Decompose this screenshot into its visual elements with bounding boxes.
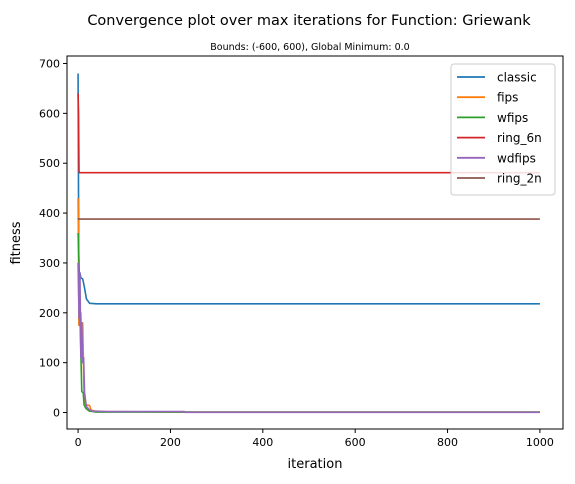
chart-title: Convergence plot over max iterations for…	[87, 13, 531, 29]
x-axis-ticks: 0 200 400 600 800 1000	[75, 429, 554, 449]
y-tick-label: 300	[39, 257, 60, 270]
legend-label-fips: fips	[497, 91, 518, 105]
y-axis-ticks: 0 100 200 300 400 500 600 700	[39, 57, 67, 420]
x-tick-label: 600	[345, 436, 366, 449]
y-axis-label: fitness	[9, 221, 24, 264]
x-tick-label: 400	[252, 436, 273, 449]
x-axis-label: iteration	[288, 457, 343, 472]
legend-label-ring_6n: ring_6n	[497, 131, 542, 145]
y-tick-label: 0	[53, 407, 60, 420]
y-tick-label: 500	[39, 157, 60, 170]
series-line-ring_6n	[77, 93, 540, 174]
y-tick-label: 700	[39, 57, 60, 70]
legend-label-wfips: wfips	[497, 111, 528, 125]
y-tick-label: 100	[39, 357, 60, 370]
legend-label-classic: classic	[497, 71, 537, 85]
y-tick-label: 600	[39, 107, 60, 120]
legend-label-wdfips: wdfips	[497, 151, 536, 165]
series-layer	[77, 73, 540, 414]
x-tick-label: 200	[160, 436, 181, 449]
x-tick-label: 0	[75, 436, 82, 449]
chart-subtitle: Bounds: (-600, 600), Global Minimum: 0.0	[210, 42, 409, 53]
series-line-ring_2n	[77, 217, 540, 220]
y-tick-label: 200	[39, 307, 60, 320]
x-tick-label: 1000	[526, 436, 554, 449]
plot-frame	[66, 55, 564, 430]
x-tick-label: 800	[437, 436, 458, 449]
y-tick-label: 400	[39, 207, 60, 220]
plot-area: 0 200 400 600 800 1000 0 100 200 300 400 500 600 700	[39, 55, 564, 449]
series-line-wdfips	[77, 262, 540, 414]
legend-label-ring_2n: ring_2n	[497, 172, 542, 186]
